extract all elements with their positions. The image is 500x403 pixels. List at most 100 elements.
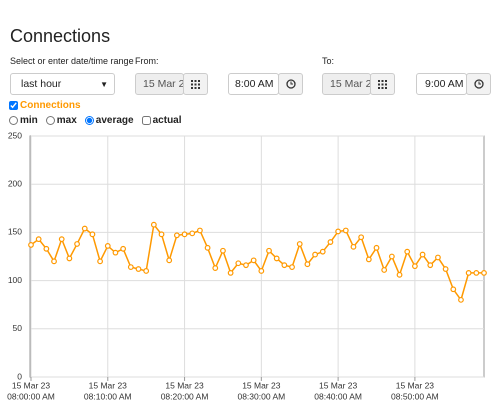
option[interactable]: average <box>84 115 134 126</box>
to-calendar-button[interactable] <box>370 73 395 95</box>
data-point <box>396 271 403 278</box>
data-point <box>404 248 411 255</box>
to-date[interactable]: 15 Mar 23 <box>322 73 371 95</box>
series-checkbox[interactable]: Connections <box>9 100 81 111</box>
range-label: Select or enter date/time range <box>10 56 134 66</box>
x-tick-label: 08:50:00 AM <box>391 391 439 401</box>
x-tick-label: 08:00:00 AM <box>7 391 55 401</box>
data-point <box>35 236 42 243</box>
x-tick-label: 08:30:00 AM <box>237 391 285 401</box>
data-point <box>166 257 173 264</box>
clock-icon <box>473 79 484 89</box>
y-tick-label: 50 <box>13 323 23 333</box>
option-label: average <box>95 115 134 126</box>
data-point <box>266 247 272 254</box>
option[interactable]: max <box>45 115 77 126</box>
clock-icon <box>285 79 296 89</box>
data-point <box>273 255 280 262</box>
data-point <box>120 245 127 252</box>
data-point <box>465 269 472 276</box>
x-tick-label: 08:10:00 AM <box>84 391 132 401</box>
data-point <box>411 263 418 270</box>
data-point <box>427 262 434 269</box>
y-tick-label: 200 <box>8 178 22 188</box>
data-point <box>250 257 257 264</box>
data-point <box>442 266 449 272</box>
option-label: min <box>20 115 38 126</box>
from-date[interactable]: 15 Mar 23 <box>135 73 184 95</box>
to-time[interactable]: 9:00 AM <box>416 73 467 95</box>
data-point <box>43 245 50 252</box>
x-tick-label: 08:20:00 AM <box>161 391 209 401</box>
data-point <box>112 249 119 256</box>
data-point <box>342 227 349 234</box>
data-point <box>204 244 211 251</box>
x-tick-label: 15 Mar 23 <box>12 380 51 390</box>
legend-label: Connections <box>20 100 81 111</box>
data-point <box>235 260 242 267</box>
radio[interactable] <box>84 116 94 125</box>
x-tick-label: 15 Mar 23 <box>396 380 435 390</box>
from-time-text: 8:00 AM <box>235 78 274 90</box>
data-point <box>150 221 157 228</box>
data-point <box>289 264 295 271</box>
option[interactable]: actual <box>141 115 182 126</box>
radio[interactable] <box>9 116 18 125</box>
x-tick-label: 15 Mar 23 <box>165 380 204 390</box>
y-tick-label: 250 <box>8 130 22 140</box>
data-point <box>419 251 426 258</box>
data-point <box>220 247 226 254</box>
range-value: last hour <box>21 78 62 90</box>
data-point <box>243 262 249 269</box>
y-tick-label: 0 <box>17 371 22 381</box>
radio[interactable] <box>45 116 55 125</box>
checkbox[interactable] <box>141 116 151 125</box>
x-tick-label: 15 Mar 23 <box>319 380 358 390</box>
data-point <box>365 256 372 263</box>
option[interactable]: min <box>9 115 38 126</box>
data-point <box>473 269 480 276</box>
from-time[interactable]: 8:00 AM <box>228 73 279 95</box>
data-point <box>104 242 111 249</box>
from-clock-button[interactable] <box>278 73 303 95</box>
data-point <box>58 236 65 243</box>
data-point <box>335 228 342 235</box>
page-title: Connections <box>10 26 111 46</box>
to-time-text: 9:00 AM <box>425 78 464 90</box>
data-point <box>296 241 303 247</box>
data-point <box>481 269 487 276</box>
y-tick-label: 100 <box>8 275 22 285</box>
range-select[interactable]: last hour ▼ <box>10 73 115 95</box>
data-point <box>388 253 395 260</box>
x-tick-label: 15 Mar 23 <box>242 380 281 390</box>
data-point <box>181 231 188 238</box>
data-point <box>450 286 457 293</box>
data-point <box>197 227 203 234</box>
options-row: min max average actual <box>9 115 182 126</box>
x-tick-label: 08:40:00 AM <box>314 391 362 401</box>
data-point <box>373 244 380 251</box>
option-label: max <box>56 115 77 126</box>
data-point <box>312 251 318 258</box>
from-calendar-button[interactable] <box>183 73 208 95</box>
data-point <box>319 248 326 255</box>
data-point <box>327 239 334 245</box>
y-tick-label: 150 <box>8 227 22 237</box>
data-point <box>158 231 165 238</box>
data-point <box>81 225 88 232</box>
data-point <box>173 232 180 239</box>
data-point <box>227 269 234 276</box>
grid-icon <box>378 79 387 89</box>
data-point <box>212 265 219 271</box>
to-clock-button[interactable] <box>466 73 491 95</box>
checkbox[interactable] <box>9 101 18 110</box>
data-point <box>258 268 265 274</box>
data-point <box>97 258 104 265</box>
dropdown-arrow: ▼ <box>100 79 108 89</box>
to-date-text: 15 Mar 23 <box>330 78 371 90</box>
x-tick-label: 15 Mar 23 <box>89 380 128 390</box>
option-label: actual <box>152 115 182 126</box>
data-point <box>143 268 150 274</box>
